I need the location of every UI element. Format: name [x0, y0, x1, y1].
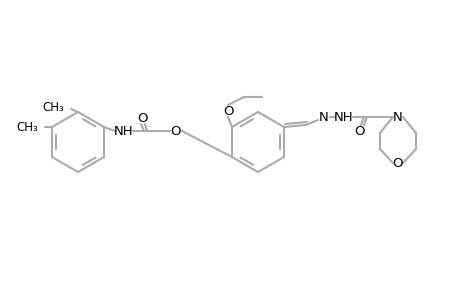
Text: N: N [319, 110, 328, 124]
Text: O: O [392, 157, 403, 169]
Text: O: O [222, 104, 233, 118]
Text: NH: NH [114, 124, 134, 137]
Text: CH₃: CH₃ [16, 121, 38, 134]
Text: O: O [170, 124, 181, 137]
Text: O: O [137, 112, 148, 124]
Text: NH: NH [333, 110, 353, 124]
Text: N: N [392, 110, 402, 124]
Text: O: O [354, 124, 364, 137]
Text: CH₃: CH₃ [42, 100, 64, 113]
